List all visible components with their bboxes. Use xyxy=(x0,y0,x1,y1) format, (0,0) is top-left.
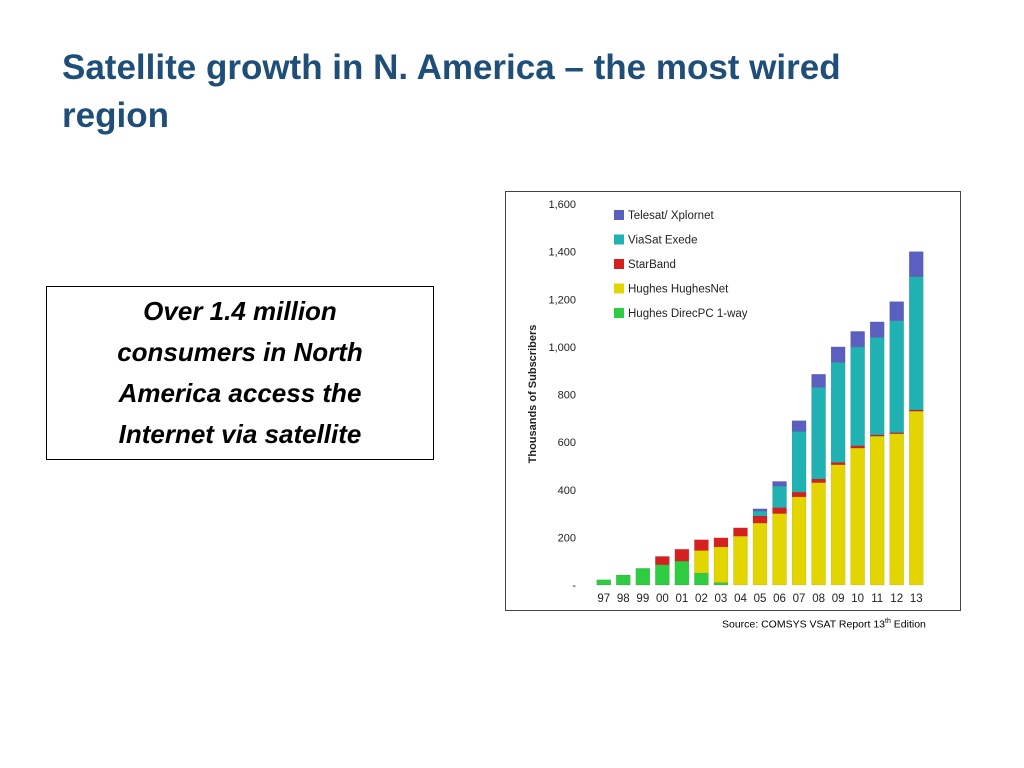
slide-title: Satellite growth in N. America – the mos… xyxy=(62,48,841,135)
x-tick-label: 12 xyxy=(890,593,903,605)
x-tick-label: 07 xyxy=(793,593,806,605)
bar-segment xyxy=(752,510,768,517)
x-tick-label: 06 xyxy=(773,593,786,605)
source-edition: Edition xyxy=(890,618,926,631)
bar-segment xyxy=(830,462,846,465)
bar-segment xyxy=(772,485,787,508)
chart-frame: - 200 400 600 800 1,000 1,200 1,400 1,600 Thousan… xyxy=(505,191,961,611)
bar-segment xyxy=(674,549,690,562)
bar-segment xyxy=(772,481,787,487)
bar-segment xyxy=(811,374,826,388)
legend-label: ViaSat Exede xyxy=(628,235,697,247)
source-text: Source: COMSYS VSAT Report 13 xyxy=(722,618,886,631)
y-tick-label: 1,600 xyxy=(548,199,576,211)
x-tick-label: 97 xyxy=(597,593,610,605)
bar-segment xyxy=(830,362,846,463)
x-tick-label: 08 xyxy=(812,593,825,605)
bar-segment xyxy=(908,276,924,411)
bar-segment xyxy=(830,464,846,586)
bar-segment xyxy=(908,251,924,277)
x-tick-label: 00 xyxy=(656,593,669,605)
source-superscript: th xyxy=(885,618,891,625)
x-tick-label: 09 xyxy=(832,593,845,605)
bar-segment xyxy=(869,435,885,586)
legend-label: Telesat/ Xplornet xyxy=(628,210,714,222)
bar-segment xyxy=(752,508,768,512)
bar-segment xyxy=(889,433,904,586)
x-tick-label: 02 xyxy=(695,593,708,605)
bar-segment xyxy=(635,568,651,586)
bar-segment xyxy=(869,337,885,436)
y-tick-label: 400 xyxy=(558,485,576,497)
y-tick-label: 1,000 xyxy=(548,342,576,354)
callout-box: Over 1.4 million consumers in North Amer… xyxy=(46,286,434,460)
x-tick-label: 04 xyxy=(734,593,747,605)
y-axis-label: Thousands of Subscribers xyxy=(527,325,539,464)
bar-segment xyxy=(655,556,670,566)
legend-swatch xyxy=(614,308,624,318)
bar-segment xyxy=(733,535,748,586)
y-tick-label: 600 xyxy=(558,437,576,449)
bar-segment xyxy=(850,331,865,348)
legend-label: Hughes HughesNet xyxy=(628,284,729,296)
legend-swatch xyxy=(614,234,624,245)
bar-segment xyxy=(889,301,904,321)
bar-segment xyxy=(791,496,807,586)
x-tick-label: 01 xyxy=(675,593,688,605)
callout-text: Over 1.4 million consumers in North Amer… xyxy=(117,296,363,449)
bar-segment xyxy=(616,574,631,586)
bar-segment xyxy=(713,546,729,583)
x-tick-label: 99 xyxy=(636,593,649,605)
bar-segment xyxy=(811,482,826,586)
bar-segment xyxy=(752,522,768,586)
legend-label: Hughes DirecPC 1-way xyxy=(628,308,748,320)
bar-segment xyxy=(694,550,709,574)
legend-label: StarBand xyxy=(628,259,676,271)
bar-segment xyxy=(830,346,846,363)
legend-swatch xyxy=(614,283,624,294)
x-tick-label: 11 xyxy=(871,593,883,605)
bar-segment xyxy=(694,539,709,551)
bar-segment xyxy=(752,515,768,524)
bar-segment xyxy=(713,582,729,586)
bar-segment xyxy=(772,507,787,514)
bar-segment xyxy=(674,560,690,586)
bar-segment xyxy=(772,513,787,586)
bar-segment xyxy=(811,478,826,483)
bar-segment xyxy=(850,445,865,449)
bar-segment xyxy=(811,387,826,480)
source-note: Source: COMSYS VSAT Report 13th Edition xyxy=(722,618,982,631)
x-tick-label: 98 xyxy=(617,593,630,605)
bar-segment xyxy=(869,321,885,338)
bar-segment xyxy=(908,410,924,586)
bar-segment xyxy=(850,346,865,446)
legend-swatch xyxy=(614,210,624,220)
bar-segment xyxy=(791,491,807,498)
y-tick-label: 1,400 xyxy=(548,247,576,259)
x-tick-label: 03 xyxy=(715,593,728,605)
x-tick-label: 10 xyxy=(851,593,864,605)
y-tick-label: 1,200 xyxy=(548,294,576,306)
y-tick-label: 200 xyxy=(558,532,576,544)
y-tick-label: 800 xyxy=(558,390,576,402)
bar-segment xyxy=(733,527,748,537)
legend-swatch xyxy=(614,259,624,269)
bar-segment xyxy=(889,320,904,433)
x-tick-label: 13 xyxy=(910,593,923,605)
stacked-bar-chart: - 200 400 600 800 1,000 1,200 1,400 1,600 Thousan… xyxy=(527,199,924,605)
bar-segment xyxy=(889,432,904,435)
bar-segment xyxy=(694,572,709,586)
bar-segment xyxy=(655,564,670,586)
bar-segment xyxy=(713,537,729,548)
bar-segment xyxy=(791,420,807,432)
x-tick-label: 05 xyxy=(754,593,767,605)
y-tick-label: - xyxy=(572,580,576,592)
bar-segment xyxy=(850,447,865,586)
bar-segment xyxy=(596,579,612,586)
bar-segment xyxy=(791,431,807,493)
